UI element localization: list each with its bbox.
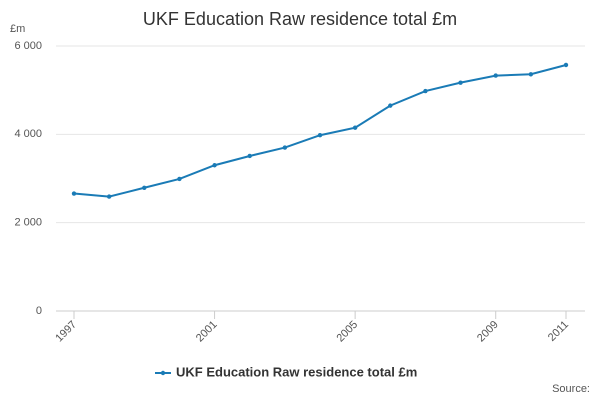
y-tick-label: 0 (36, 305, 42, 317)
source: Source: (552, 383, 590, 395)
point (423, 88, 428, 94)
point (388, 103, 393, 108)
legend-label: UKF Education Raw residence total £m (176, 364, 417, 379)
y-unit: £m (10, 23, 25, 35)
point (317, 133, 323, 138)
point (458, 80, 463, 85)
point (177, 176, 182, 182)
chart-title: UKF Education Raw residence total £m (143, 9, 457, 29)
x-tick-label: 2001 (194, 319, 220, 345)
point (528, 72, 534, 77)
point (282, 145, 288, 150)
y-tick-label: 4 000 (14, 128, 42, 140)
x-tick-label: 1997 (53, 319, 79, 345)
point (212, 163, 217, 168)
point (563, 62, 569, 68)
line (73, 64, 567, 198)
y-tick-label: 6 000 (14, 40, 42, 52)
point (352, 125, 358, 130)
y-tick-label: 2 000 (14, 217, 42, 229)
point (106, 194, 112, 199)
point (247, 153, 252, 159)
legend-marker (160, 370, 166, 376)
point (71, 191, 77, 196)
x-tick-label: 2009 (475, 319, 501, 345)
point (493, 73, 498, 78)
x-tick-label: 2005 (334, 319, 360, 345)
point (142, 185, 147, 190)
x-tick-label: 2011 (546, 319, 571, 344)
